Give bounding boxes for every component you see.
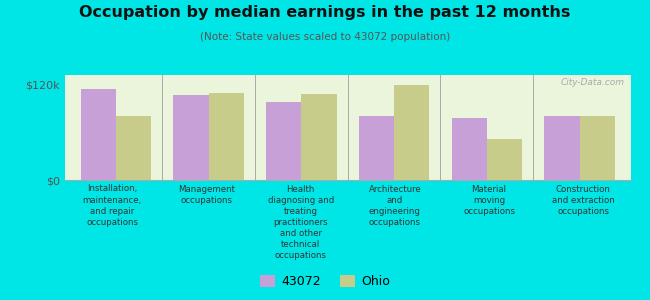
Bar	[580, 116, 615, 180]
Text: (Note: State values scaled to 43072 population): (Note: State values scaled to 43072 popu…	[200, 32, 450, 41]
Text: Occupation by median earnings in the past 12 months: Occupation by median earnings in the pas…	[79, 4, 571, 20]
Text: Material
moving
occupations: Material moving occupations	[463, 184, 515, 216]
Bar	[394, 85, 430, 180]
Bar	[116, 116, 151, 180]
Legend: 43072, Ohio: 43072, Ohio	[257, 273, 393, 291]
Bar	[174, 95, 209, 180]
Bar	[81, 89, 116, 180]
Bar	[302, 94, 337, 180]
Text: Architecture
and
engineering
occupations: Architecture and engineering occupations	[369, 184, 421, 227]
Text: Construction
and extraction
occupations: Construction and extraction occupations	[552, 184, 615, 216]
Text: Management
occupations: Management occupations	[178, 184, 235, 205]
Bar	[359, 116, 394, 180]
Bar	[544, 116, 580, 180]
Bar	[266, 102, 302, 180]
Text: City-Data.com: City-Data.com	[561, 78, 625, 87]
Bar	[487, 139, 522, 180]
Bar	[452, 118, 487, 180]
Text: Health
diagnosing and
treating
practitioners
and other
technical
occupations: Health diagnosing and treating practitio…	[268, 184, 333, 260]
Bar	[209, 92, 244, 180]
Text: Installation,
maintenance,
and repair
occupations: Installation, maintenance, and repair oc…	[83, 184, 142, 227]
